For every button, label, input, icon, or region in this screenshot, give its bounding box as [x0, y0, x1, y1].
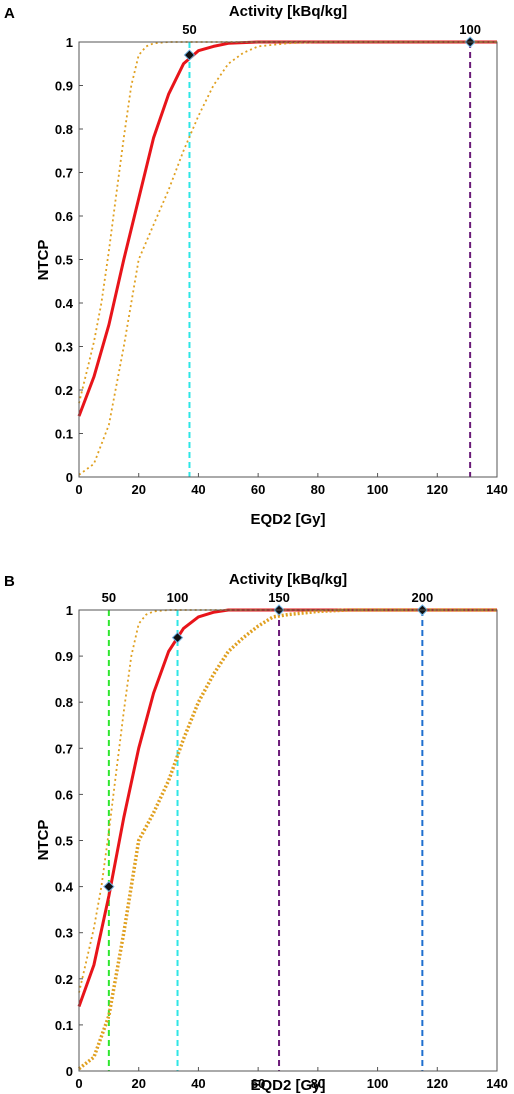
- panel-a-x-tick-label: 120: [426, 482, 448, 497]
- panel-b-y-tick-label: 1: [66, 603, 73, 618]
- panel-a-x-tick-label: 80: [311, 482, 325, 497]
- panel-a-bound-curve-1: [78, 41, 497, 404]
- panel-b-bound-curve-thick: [77, 608, 497, 1071]
- panel-a-y-tick-label: 0.5: [55, 253, 73, 268]
- panel-a-markers: [183, 36, 476, 61]
- panel-a-x-tick-label: 60: [251, 482, 265, 497]
- panel-a-diamond-marker: [183, 49, 196, 61]
- panel-b-x-tick-label: 100: [367, 1076, 389, 1091]
- panel-a-x-tick-label: 0: [75, 482, 82, 497]
- panel-a-tick-layer: 0 20 40 60 80 100 120 140 0 0.1 0.2 0.3 0.4 0.5 0.6 0.7…: [55, 35, 508, 497]
- panel-a-plot-frame: [78, 41, 498, 478]
- panel-b-tick-layer: 0 20 40 60 80 100 120 140 0 0.1 0.2 0.3 0.4 0.5 0.6 0.7…: [55, 603, 508, 1091]
- panel-a-y-tick-label: 0.1: [55, 427, 73, 442]
- panel-b-x-tick-label: 140: [486, 1076, 508, 1091]
- panel-a-x-tick-label: 20: [131, 482, 145, 497]
- panel-b-x-axis-title: EQD2 [Gy]: [250, 1077, 325, 1094]
- panel-a-activity-tick-label: 50: [182, 22, 196, 37]
- panel-b-x-tick-label: 80: [311, 1076, 325, 1091]
- panel-a-curves: [77, 40, 497, 476]
- panel-b: B Activity [kBq/kg] EQD2 [Gy] NTCP 0 20 40…: [4, 571, 508, 1094]
- panel-b-activity-tick-label: 200: [412, 590, 434, 605]
- panel-b-y-tick-label: 0.6: [55, 787, 73, 802]
- panel-b-activity-tick-label: 50: [102, 590, 116, 605]
- panel-b-y-tick-label: 0.8: [55, 695, 73, 710]
- panel-b-diamond-marker: [103, 880, 115, 893]
- panel-b-activity-tick-label: 100: [167, 590, 189, 605]
- panel-a-y-tick-label: 0: [66, 470, 73, 485]
- panel-b-label: B: [4, 573, 15, 590]
- panel-a-x-axis-title: EQD2 [Gy]: [250, 511, 325, 528]
- panel-a-y-tick-label: 0.2: [55, 383, 73, 398]
- panel-a-y-tick-label: 0.7: [55, 166, 73, 181]
- panel-b-y-tick-label: 0.2: [55, 972, 73, 987]
- panel-a-y-tick-label: 0.4: [55, 296, 74, 311]
- panel-b-y-tick-label: 0.3: [55, 926, 73, 941]
- panel-a-x-tick-label: 40: [191, 482, 205, 497]
- panel-a-y-tick-label: 0.9: [55, 79, 73, 94]
- panel-b-markers: [103, 604, 429, 893]
- panel-b-top-axis-title: Activity [kBq/kg]: [229, 571, 347, 588]
- panel-b-curves: [77, 608, 497, 1071]
- panel-a-y-tick-label: 1: [66, 35, 73, 50]
- panel-a-x-tick-label: 100: [367, 482, 389, 497]
- panel-a: A Activity [kBq/kg] EQD2 [Gy] NTCP 0 20 40…: [4, 3, 508, 528]
- panel-a-top-axis-title: Activity [kBq/kg]: [229, 3, 347, 20]
- panel-b-y-tick-label: 0.5: [55, 834, 73, 849]
- panel-a-y-tick-label: 0.8: [55, 122, 73, 137]
- panel-a-activity-tick-label: 100: [459, 22, 481, 37]
- panel-b-x-tick-label: 40: [191, 1076, 205, 1091]
- panel-a-y-tick-label: 0.3: [55, 340, 73, 355]
- panel-b-x-tick-label: 60: [251, 1076, 265, 1091]
- panel-a-bound-curve-2: [78, 41, 497, 476]
- panel-b-diamond-marker: [171, 631, 184, 644]
- panel-a-y-axis-title: NTCP: [35, 240, 52, 281]
- panel-b-reference-lines: 50 100 150 200: [102, 590, 434, 1071]
- panel-a-label: A: [4, 5, 15, 22]
- panel-b-x-tick-label: 120: [426, 1076, 448, 1091]
- panel-a-reference-lines: 50 100: [182, 22, 481, 477]
- panel-b-y-tick-label: 0.4: [55, 880, 74, 895]
- panel-b-y-tick-label: 0: [66, 1064, 73, 1079]
- panel-b-x-tick-label: 0: [75, 1076, 82, 1091]
- panel-b-y-tick-label: 0.9: [55, 649, 73, 664]
- panel-b-y-tick-label: 0.7: [55, 741, 73, 756]
- panel-b-y-axis-title: NTCP: [35, 820, 52, 861]
- panel-b-activity-tick-label: 150: [268, 590, 290, 605]
- panel-b-bound-curve-1: [78, 609, 497, 993]
- panel-b-x-tick-label: 20: [131, 1076, 145, 1091]
- panel-a-ntcp-curve: [77, 40, 497, 417]
- panel-a-x-tick-label: 140: [486, 482, 508, 497]
- panel-b-plot-frame: [78, 609, 498, 1072]
- panel-b-ntcp-curve: [77, 608, 497, 1008]
- panel-b-y-tick-label: 0.1: [55, 1018, 73, 1033]
- panel-a-y-tick-label: 0.6: [55, 209, 73, 224]
